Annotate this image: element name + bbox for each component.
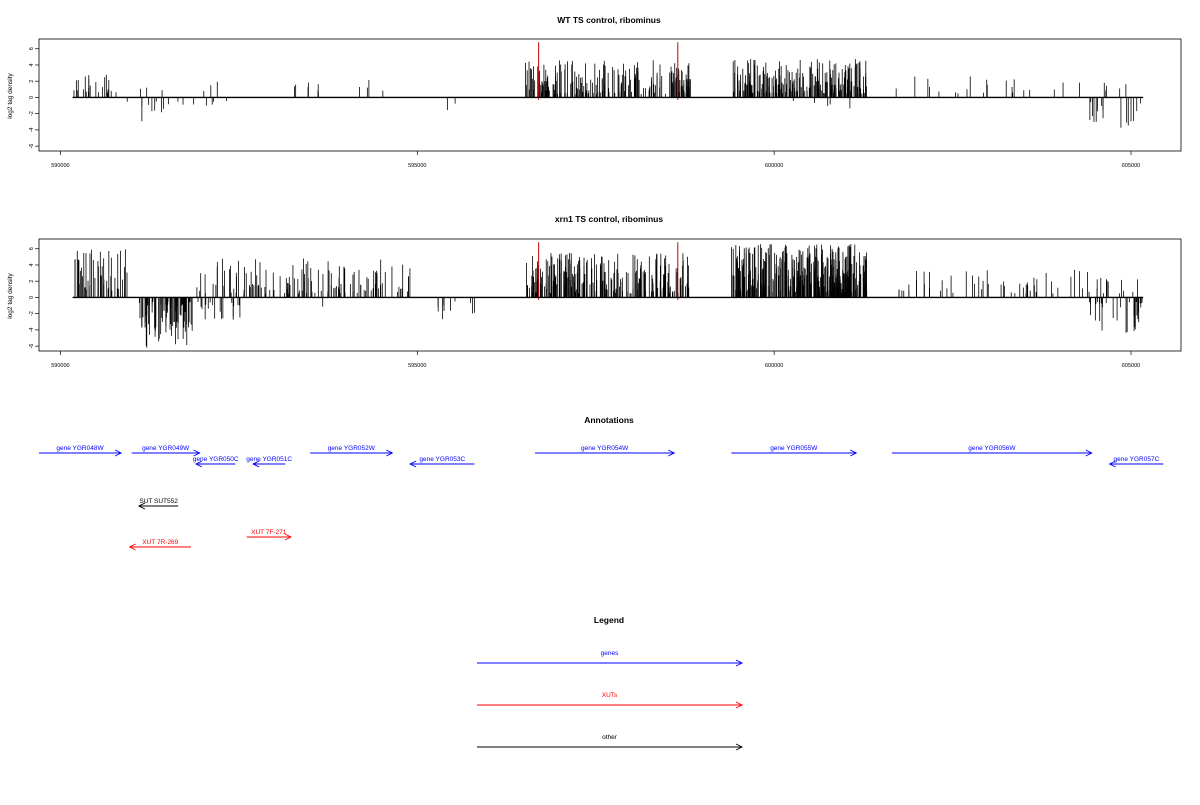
feature-label: XUT 7F-271: [251, 529, 287, 536]
x-tick-label: 600000: [765, 363, 783, 369]
feature-other: SUT SUT552: [137, 498, 178, 510]
y-tick-label: -4: [29, 327, 35, 332]
feature-label: SUT SUT552: [139, 498, 178, 505]
feature-arrow-head: [137, 502, 146, 510]
legend-arrow-head: [735, 659, 744, 667]
annotations-panel: Annotations gene YGR048W gene YGR049Wgene…: [39, 415, 1164, 551]
feature-gene: gene YGR055W: [731, 445, 858, 457]
y-tick-label: 6: [29, 247, 35, 250]
legend-label: XUTs: [602, 692, 618, 699]
feature-gene: gene YGR049W: [131, 445, 201, 457]
y-tick-label: 2: [29, 80, 35, 83]
x-tick-label: 590000: [51, 363, 69, 369]
y-tick-label: -4: [29, 127, 35, 132]
legend-item-other: other: [477, 734, 744, 751]
y-tick-label: -6: [29, 144, 35, 149]
x-tick-label: 590000: [51, 163, 69, 169]
panel-wt-axes: -6 -4 -2 0 2 4 6 590000 595000 600000 605000: [29, 47, 1144, 169]
feature-arrow-head: [850, 449, 858, 457]
legend-label: genes: [601, 650, 619, 657]
legend-items: genes XUTs other: [477, 650, 744, 751]
y-tick-label: 6: [29, 47, 35, 50]
feature-gene: gene YGR056W: [891, 445, 1093, 457]
feature-gene: gene YGR054W: [535, 445, 676, 457]
annotations-title: Annotations: [584, 415, 634, 425]
legend-arrow-head: [735, 701, 744, 709]
legend-label: other: [602, 734, 618, 741]
feature-label: gene YGR050C: [193, 456, 239, 463]
feature-label: gene YGR052W: [328, 445, 376, 452]
feature-label: gene YGR055W: [770, 445, 818, 452]
feature-gene: gene YGR053C: [409, 456, 475, 468]
feature-arrow-head: [1108, 460, 1116, 468]
legend-arrow-head: [735, 743, 744, 751]
feature-gene: gene YGR048W: [39, 445, 123, 457]
y-tick-label: 2: [29, 280, 35, 283]
feature-arrow-head: [409, 460, 417, 468]
feature-gene: gene YGR051C: [246, 456, 292, 468]
feature-xut: XUT 7F-271: [246, 529, 292, 541]
feature-arrow-head: [252, 460, 260, 468]
feature-arrow-head: [195, 460, 203, 468]
legend-title: Legend: [594, 615, 624, 625]
legend-panel: Legend genes XUTs other: [477, 615, 744, 751]
y-tick-label: -6: [29, 344, 35, 349]
feature-gene: gene YGR052W: [310, 445, 394, 457]
panel-wt-ylabel: log2 tag density: [7, 72, 14, 118]
feature-gene: gene YGR050C: [193, 456, 239, 468]
feature-arrow-head: [668, 449, 676, 457]
panel-xrn1-bars: [74, 242, 1143, 348]
legend-item-xut: XUTs: [477, 692, 744, 709]
panel-xrn1: xrn1 TS control, ribominus log2 tag dens…: [7, 214, 1182, 369]
x-tick-label: 605000: [1122, 163, 1140, 169]
feature-gene: gene YGR057C: [1108, 456, 1164, 468]
panel-xrn1-axes: -6 -4 -2 0 2 4 6 590000 595000 600000 605000: [29, 247, 1144, 369]
feature-label: gene YGR054W: [581, 445, 629, 452]
feature-label: gene YGR056W: [968, 445, 1016, 452]
panel-wt: WT TS control, ribominus log2 tag densit…: [7, 15, 1182, 169]
y-tick-label: 0: [29, 296, 35, 299]
feature-label: XUT 7R-269: [142, 539, 178, 546]
panel-xrn1-frame: [38, 238, 1182, 352]
x-tick-label: 605000: [1122, 363, 1140, 369]
x-tick-label: 595000: [408, 163, 426, 169]
legend-item-gene: genes: [477, 650, 744, 667]
feature-arrow-head: [114, 449, 123, 457]
feature-arrow-head: [284, 533, 292, 541]
x-tick-label: 595000: [408, 363, 426, 369]
panel-wt-frame: [38, 38, 1182, 152]
feature-arrow-head: [386, 449, 394, 457]
y-tick-label: -2: [29, 311, 35, 316]
panel-wt-title: WT TS control, ribominus: [557, 15, 661, 25]
feature-label: gene YGR053C: [419, 456, 465, 463]
feature-arrow-head: [128, 543, 136, 551]
y-tick-label: -2: [29, 111, 35, 116]
feature-label: gene YGR051C: [246, 456, 292, 463]
y-tick-label: 0: [29, 96, 35, 99]
y-tick-label: 4: [29, 63, 35, 66]
feature-label: gene YGR057C: [1114, 456, 1160, 463]
y-tick-label: 4: [29, 263, 35, 266]
feature-arrow-head: [1085, 449, 1093, 457]
feature-label: gene YGR049W: [142, 445, 190, 452]
panel-xrn1-ylabel: log2 tag density: [7, 272, 14, 318]
x-tick-label: 600000: [765, 163, 783, 169]
panel-xrn1-title: xrn1 TS control, ribominus: [555, 214, 663, 224]
feature-arrow-head: [193, 449, 201, 457]
panel-wt-bars: [73, 42, 1141, 128]
feature-xut: XUT 7R-269: [128, 539, 192, 551]
feature-label: gene YGR048W: [56, 445, 104, 452]
